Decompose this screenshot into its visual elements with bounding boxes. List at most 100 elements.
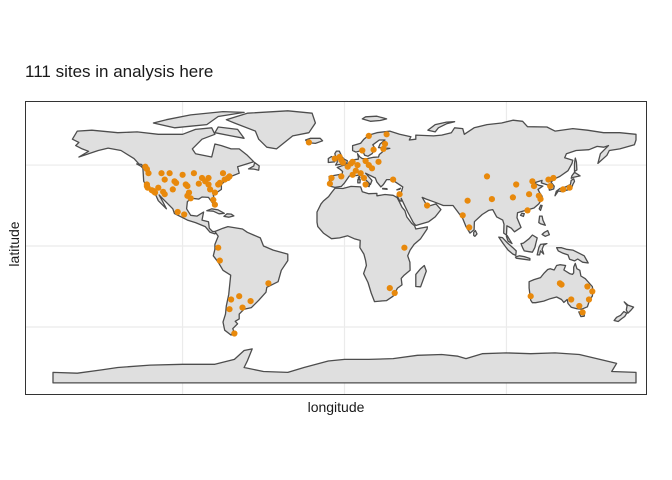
site-point (488, 196, 495, 203)
site-point (228, 296, 235, 303)
site-point (339, 159, 346, 166)
site-point (483, 173, 491, 180)
site-point (179, 171, 186, 178)
site-point (349, 158, 356, 165)
site-point (210, 196, 217, 203)
x-axis-label: longitude (307, 399, 365, 415)
site-point (576, 302, 583, 310)
site-point (239, 304, 246, 311)
site-point (216, 257, 223, 264)
baffin-island (214, 126, 245, 139)
hokkaido (570, 171, 581, 179)
svalbard (361, 115, 388, 122)
site-point (584, 283, 591, 290)
site-point (459, 212, 466, 219)
south-america (212, 225, 289, 336)
site-point (368, 165, 376, 172)
novaya-zemlya (427, 121, 456, 133)
site-point (381, 140, 389, 148)
sumatra (498, 236, 517, 257)
new-zealand-north (623, 301, 635, 314)
site-point (161, 191, 168, 198)
canadian-archipelago (152, 110, 245, 129)
site-point (174, 208, 181, 216)
sulawesi (536, 242, 548, 256)
site-point (365, 132, 372, 139)
site-point (585, 296, 593, 303)
site-point (360, 174, 367, 182)
sardinia (357, 178, 361, 184)
site-point (236, 293, 243, 300)
site-point (166, 170, 173, 177)
site-point (509, 194, 516, 201)
site-point (401, 244, 408, 251)
site-point (380, 145, 387, 152)
site-point (560, 186, 567, 193)
site-point (184, 183, 191, 190)
new-zealand-south (613, 310, 628, 323)
site-point (530, 183, 538, 190)
plot-title: 111 sites in analysis here (25, 62, 214, 81)
antarctica (52, 348, 637, 384)
site-point (386, 285, 393, 292)
site-point (513, 181, 520, 188)
site-point (383, 131, 390, 138)
site-point (568, 296, 575, 303)
site-point (161, 176, 168, 183)
site-point (370, 146, 377, 153)
site-point (354, 162, 361, 169)
site-point (331, 155, 338, 162)
site-point (357, 170, 364, 177)
site-point (349, 171, 356, 178)
sakhalin (573, 157, 578, 173)
cuba (206, 208, 225, 215)
corsica (357, 175, 361, 180)
site-point (550, 174, 557, 182)
site-point (151, 189, 159, 196)
site-point (211, 189, 218, 196)
site-point (362, 157, 369, 165)
sites-layer (142, 131, 596, 337)
site-point (158, 170, 165, 177)
africa (316, 185, 429, 303)
site-point (466, 224, 473, 231)
site-point (547, 183, 554, 190)
site-point (247, 298, 254, 305)
borneo (520, 234, 538, 253)
site-point (205, 174, 212, 182)
site-point (424, 202, 431, 209)
site-point (529, 178, 536, 185)
luzon (538, 215, 546, 226)
greenland (225, 110, 317, 150)
sri-lanka (473, 229, 478, 237)
site-point (231, 330, 238, 337)
site-point (185, 189, 193, 196)
site-point (173, 179, 180, 186)
site-point (226, 306, 233, 313)
newfoundland (247, 161, 260, 171)
site-point (579, 309, 586, 316)
site-point (219, 170, 227, 177)
site-point (211, 201, 218, 208)
site-point (195, 180, 202, 187)
site-point (375, 158, 382, 165)
site-point (155, 184, 162, 191)
site-point (215, 244, 222, 251)
site-point (390, 176, 397, 183)
site-point (187, 195, 194, 202)
site-point (359, 147, 366, 154)
site-point (205, 181, 212, 188)
site-point (362, 181, 369, 188)
crete (381, 187, 388, 191)
new-guinea (555, 247, 589, 264)
site-point (566, 184, 573, 191)
hispaniola (223, 213, 235, 218)
site-point (391, 289, 398, 297)
site-point (338, 173, 345, 180)
site-point (265, 280, 272, 287)
site-point (181, 211, 188, 218)
site-point (326, 180, 333, 187)
site-point (145, 170, 152, 177)
site-point (558, 281, 565, 288)
